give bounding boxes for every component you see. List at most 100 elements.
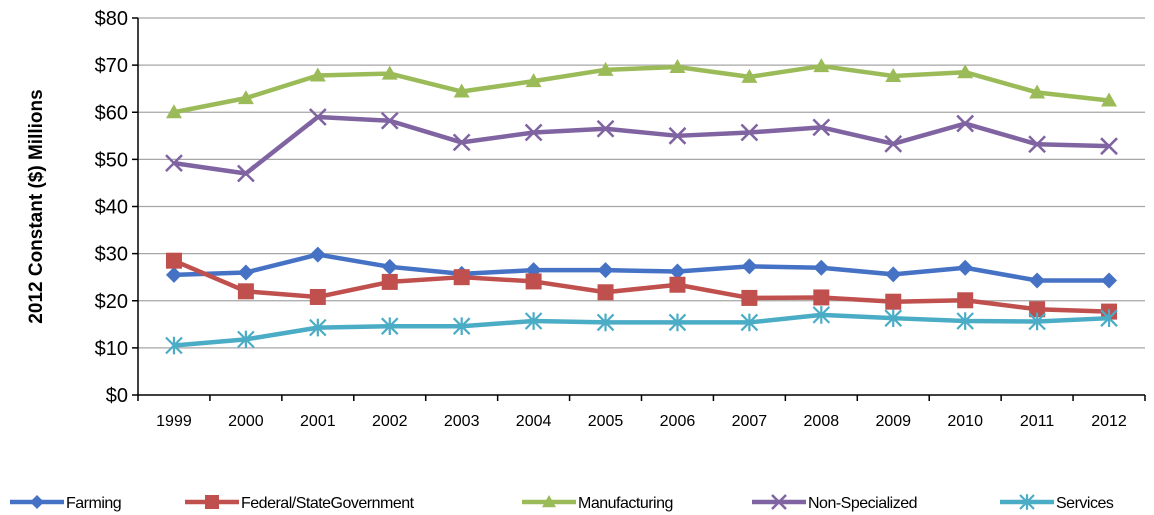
data-point	[380, 111, 399, 130]
y-tick-label: $80	[95, 8, 128, 30]
legend-item: Services	[1000, 494, 1114, 512]
data-point	[668, 126, 687, 145]
data-point	[669, 276, 686, 293]
data-point	[1028, 312, 1046, 331]
data-point	[669, 59, 686, 74]
data-point	[165, 336, 183, 355]
legend-label: Federal/StateGovernment	[241, 495, 415, 512]
data-point	[597, 61, 614, 76]
gridlines	[138, 17, 1145, 349]
data-point	[812, 306, 831, 324]
axes	[132, 17, 1146, 401]
legend-label: Services	[1056, 495, 1114, 512]
legend-item: Federal/StateGovernment	[185, 495, 415, 512]
data-point	[165, 266, 182, 283]
y-tick-label: $70	[95, 55, 128, 77]
data-point	[524, 123, 543, 142]
data-point	[452, 317, 471, 335]
data-point	[812, 118, 831, 137]
data-point	[524, 312, 543, 330]
data-point	[1100, 309, 1118, 327]
y-tick-label: $20	[95, 291, 128, 313]
series-line	[173, 258, 1110, 314]
x-tick-label: 2001	[300, 413, 336, 430]
legend-label: Farming	[66, 495, 121, 512]
series-federal-stategovernment	[165, 252, 1118, 320]
data-point	[525, 73, 542, 88]
data-point	[813, 58, 830, 73]
data-point	[957, 292, 974, 309]
x-tick-label: 2007	[732, 413, 768, 430]
x-tick-label: 1999	[156, 413, 192, 430]
legend-marker	[1019, 494, 1035, 510]
data-point	[1101, 272, 1118, 289]
y-tick-label: $10	[95, 338, 128, 360]
data-point	[957, 259, 974, 276]
data-point	[596, 313, 615, 332]
data-point	[309, 67, 326, 82]
series-non-specialized	[165, 108, 1118, 183]
data-point	[309, 288, 326, 305]
legend-marker	[30, 495, 44, 509]
legend-item: Manufacturing	[522, 495, 673, 512]
data-point	[597, 262, 614, 279]
data-point	[884, 309, 903, 327]
data-point	[453, 83, 470, 98]
data-point	[380, 317, 399, 335]
legend-marker	[542, 495, 556, 508]
x-tick-label: 2010	[947, 413, 983, 430]
x-tick-label: 2002	[372, 413, 408, 430]
legend-item: Farming	[10, 495, 122, 512]
legend: Farming Federal/StateGovernment Manufactur…	[10, 494, 1114, 512]
data-point	[740, 123, 759, 142]
x-tick-label: 2004	[516, 413, 552, 430]
series-services	[165, 306, 1118, 355]
data-point	[813, 289, 830, 306]
data-point	[309, 318, 327, 337]
y-tick-label: $30	[95, 244, 128, 266]
data-point	[452, 133, 471, 152]
legend-marker	[205, 495, 219, 509]
x-tick-label: 2005	[588, 413, 624, 430]
x-tick-label: 2000	[228, 413, 264, 430]
x-tick-label: 2006	[660, 413, 696, 430]
x-axis-ticks: 1999 2000 2001 2002 2003 2004 2005 2006 2007 2008…	[156, 413, 1127, 430]
data-point	[237, 283, 254, 300]
y-axis-label: 2012 Constant ($) Millions	[26, 89, 47, 323]
data-point	[1029, 301, 1046, 318]
data-point	[1029, 84, 1046, 99]
data-point	[956, 114, 975, 133]
data-point	[885, 266, 902, 283]
data-point	[1100, 137, 1118, 156]
data-point	[237, 264, 254, 281]
data-point	[453, 269, 470, 286]
data-point	[165, 252, 182, 269]
data-point	[668, 313, 687, 332]
data-point	[596, 119, 615, 138]
series-line	[173, 63, 1110, 115]
data-point	[165, 104, 182, 119]
x-tick-label: 2011	[1020, 413, 1055, 430]
data-point	[237, 330, 255, 349]
data-point	[885, 67, 902, 82]
series-line	[173, 312, 1110, 348]
series-line	[173, 114, 1110, 176]
data-point	[813, 259, 830, 276]
data-point	[741, 258, 758, 275]
x-tick-label: 2012	[1091, 413, 1127, 430]
data-point	[165, 154, 183, 173]
data-point	[1028, 135, 1046, 154]
data-point	[884, 134, 903, 153]
series-line	[173, 252, 1110, 283]
data-point	[237, 164, 255, 183]
series-farming	[165, 246, 1118, 289]
legend-label: Manufacturing	[578, 495, 673, 512]
data-point	[309, 246, 326, 263]
data-point	[308, 108, 327, 126]
legend-label: Non-Specialized	[808, 495, 917, 512]
data-point	[740, 313, 759, 332]
data-point	[381, 258, 398, 275]
data-point	[957, 64, 974, 79]
data-point	[525, 273, 542, 290]
